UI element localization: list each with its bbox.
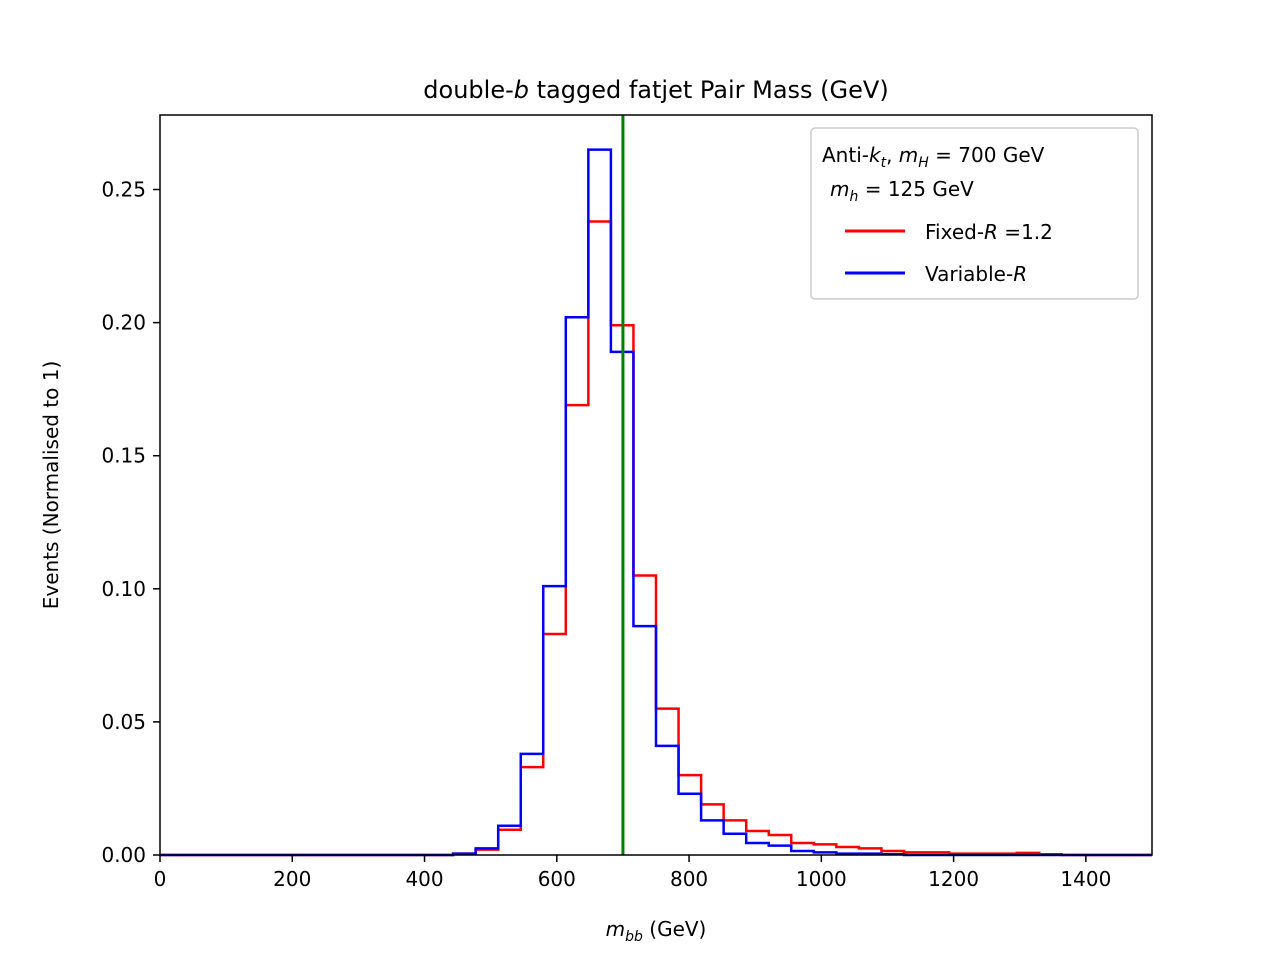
x-tick-label: 1000: [796, 867, 847, 891]
legend-box: [810, 127, 1139, 300]
legend-label-variable-r: Variable-R: [925, 262, 1027, 286]
y-tick-label: 0.05: [101, 710, 146, 734]
y-axis-label: Events (Normalised to 1): [39, 361, 63, 610]
y-tick-label: 0.10: [101, 577, 146, 601]
x-tick-label: 200: [273, 867, 311, 891]
legend-label-fixed-r: Fixed-R =1.2: [925, 220, 1053, 244]
x-tick-label: 0: [154, 867, 167, 891]
y-tick-label: 0.15: [101, 444, 146, 468]
legend-header-line2: mh = 125 GeV: [830, 177, 974, 205]
y-tick-label: 0.00: [101, 843, 146, 867]
legend: Anti-kt, mH = 700 GeV mh = 125 GeV Fixed…: [810, 127, 1139, 300]
x-tick-label: 800: [670, 867, 708, 891]
x-axis-label: mbb (GeV): [606, 917, 707, 945]
chart-title: double-b tagged fatjet Pair Mass (GeV): [423, 76, 888, 104]
x-tick-label: 1400: [1060, 867, 1111, 891]
x-tick-label: 1200: [928, 867, 979, 891]
series-fixed-r: [160, 220, 1152, 857]
x-tick-label: 600: [538, 867, 576, 891]
x-tick-label: 400: [405, 867, 443, 891]
plot-area: 0 200 400 600 800 1000 1200 1400 0.000.050.100.…: [101, 114, 1153, 891]
x-axis-ticks: 0 200 400 600 800 1000 1200 1400: [154, 855, 1111, 891]
y-tick-label: 0.25: [101, 178, 146, 202]
y-axis-ticks: 0.00 0.05 0.10 0.15 0.20 0.25: [101, 178, 160, 867]
plot-frame: [159, 114, 1153, 856]
legend-header-line1: Anti-kt, mH = 700 GeV: [822, 143, 1045, 171]
y-tick-label: 0.20: [101, 311, 146, 335]
